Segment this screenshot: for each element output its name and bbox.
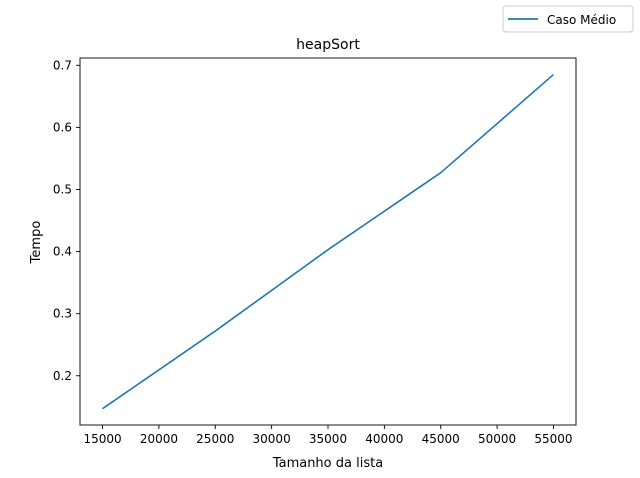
plot-frame (79, 57, 577, 426)
y-tick-label: 0.7 (53, 58, 72, 72)
y-tick-label: 0.2 (53, 369, 72, 383)
x-tick-label: 20000 (140, 432, 178, 446)
legend: Caso Médio (502, 5, 634, 33)
x-tick-label: 55000 (534, 432, 572, 446)
y-tick-label: 0.6 (53, 120, 72, 134)
y-axis-label: Tempo (29, 221, 44, 265)
y-tick-label: 0.3 (53, 307, 72, 321)
x-tick-label: 40000 (365, 432, 403, 446)
legend-label: Caso Médio (547, 13, 616, 27)
y-tick-label: 0.5 (53, 182, 72, 196)
series-layer (102, 73, 554, 410)
chart-title: heapSort (296, 37, 360, 53)
x-axis-ticks: 15000 20000 25000 30000 35000 40000 45000 50000… (83, 425, 573, 446)
y-axis-ticks: 0.2 0.3 0.4 0.5 0.6 0.7 (53, 58, 80, 383)
x-tick-label: 50000 (478, 432, 516, 446)
x-tick-label: 35000 (309, 432, 347, 446)
x-tick-label: 30000 (253, 432, 291, 446)
x-tick-label: 15000 (83, 432, 121, 446)
x-axis-label: Tamanho da lista (272, 456, 383, 471)
y-tick-label: 0.4 (53, 245, 72, 259)
x-tick-label: 25000 (196, 432, 234, 446)
legend-box (502, 5, 634, 33)
x-tick-label: 45000 (422, 432, 460, 446)
